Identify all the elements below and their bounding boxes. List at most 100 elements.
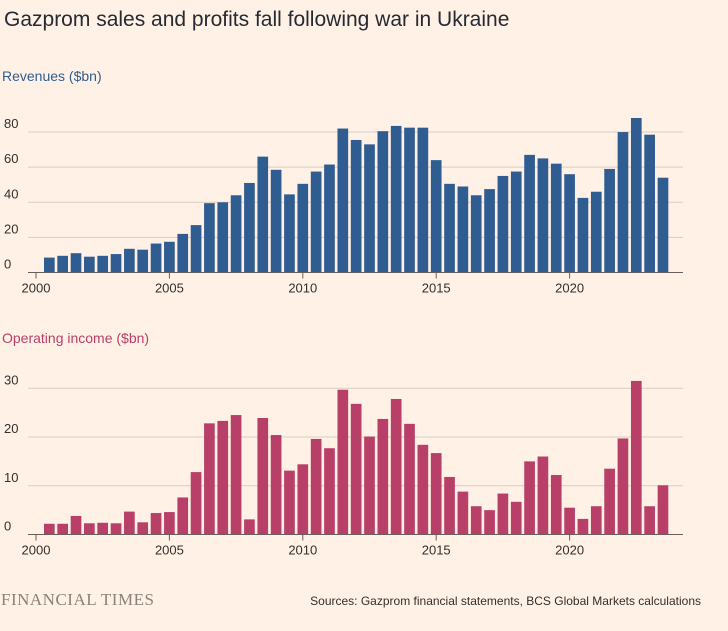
operating-income-bar bbox=[297, 464, 309, 535]
revenues-x-tick-label: 2015 bbox=[422, 281, 451, 296]
operating-income-bar bbox=[644, 506, 655, 535]
revenues-bar bbox=[97, 255, 109, 273]
operating-income-bar bbox=[84, 523, 95, 535]
operating-income-chart: 0 10 20 30 2000 2005 2010 2015 2020 bbox=[4, 372, 683, 558]
revenues-bar bbox=[124, 248, 135, 273]
revenues-bar bbox=[617, 132, 629, 273]
revenues-bar bbox=[324, 164, 335, 273]
revenues-bar bbox=[137, 249, 149, 273]
revenues-bar bbox=[630, 118, 642, 273]
revenues-bar bbox=[577, 197, 589, 273]
operating-income-bar bbox=[324, 448, 335, 535]
revenues-bar bbox=[657, 177, 669, 273]
operating-income-bar bbox=[270, 435, 282, 535]
operating-income-bar bbox=[404, 423, 415, 535]
operating-income-bar bbox=[497, 493, 509, 535]
source-note: Sources: Gazprom financial statements, B… bbox=[310, 594, 701, 608]
revenues-bar bbox=[590, 191, 602, 273]
revenues-bar bbox=[70, 253, 82, 273]
revenues-y-tick-label: 60 bbox=[4, 151, 18, 166]
revenues-bar bbox=[364, 144, 375, 273]
operating-income-bar bbox=[257, 417, 269, 535]
operating-income-bar bbox=[417, 444, 429, 535]
operating-income-bar bbox=[190, 472, 202, 535]
operating-income-bar bbox=[230, 415, 242, 535]
revenues-bar bbox=[297, 183, 309, 273]
operating-income-bar bbox=[564, 507, 575, 535]
operating-income-x-tick-label: 2010 bbox=[288, 543, 317, 558]
operating-income-bar bbox=[164, 512, 175, 535]
revenues-x-tick-label: 2010 bbox=[288, 281, 317, 296]
operating-income-bar bbox=[390, 398, 402, 535]
operating-income-bar bbox=[57, 523, 69, 535]
revenues-bar bbox=[537, 158, 549, 273]
operating-income-bar bbox=[337, 389, 349, 535]
revenues-bar bbox=[57, 255, 69, 273]
operating-income-bar bbox=[524, 461, 535, 535]
revenues-x-tick-label: 2020 bbox=[555, 281, 584, 296]
revenues-bar bbox=[110, 254, 122, 273]
revenues-bar bbox=[204, 203, 215, 273]
operating-income-bar bbox=[457, 491, 469, 535]
revenues-chart-title: Revenues ($bn) bbox=[2, 68, 102, 84]
revenues-x-tick-label: 2005 bbox=[155, 281, 184, 296]
financial-times-logo: FINANCIAL TIMES bbox=[1, 590, 155, 609]
operating-income-bar bbox=[150, 513, 162, 535]
revenues-bar bbox=[404, 127, 415, 273]
revenues-bar bbox=[337, 128, 349, 273]
operating-income-bar bbox=[657, 485, 669, 535]
operating-income-bar bbox=[97, 522, 109, 535]
operating-income-bar bbox=[70, 515, 82, 535]
revenues-bar bbox=[84, 256, 95, 273]
operating-income-bar bbox=[217, 420, 229, 535]
operating-income-bar bbox=[364, 436, 375, 535]
revenues-bar bbox=[444, 183, 455, 273]
revenues-bar bbox=[510, 171, 522, 273]
revenues-bar bbox=[257, 156, 269, 273]
revenues-bar bbox=[44, 257, 55, 273]
revenues-bar bbox=[484, 189, 495, 273]
operating-income-bar bbox=[617, 438, 629, 535]
revenues-bar bbox=[244, 182, 255, 273]
operating-income-y-tick-label: 30 bbox=[4, 372, 18, 387]
operating-income-bar bbox=[377, 418, 389, 535]
operating-income-bar bbox=[284, 470, 295, 535]
operating-income-bar bbox=[44, 523, 55, 535]
operating-income-bar bbox=[444, 476, 455, 535]
operating-income-bar bbox=[124, 511, 135, 535]
revenues-bar bbox=[310, 171, 322, 273]
revenues-bar bbox=[230, 195, 242, 273]
operating-income-chart-title: Operating income ($bn) bbox=[2, 330, 150, 346]
operating-income-bar bbox=[137, 522, 149, 535]
revenues-bar bbox=[164, 241, 175, 273]
revenues-bar bbox=[524, 154, 535, 273]
revenues-bar bbox=[284, 194, 295, 273]
operating-income-bar bbox=[604, 468, 615, 535]
operating-income-y-tick-label: 20 bbox=[4, 421, 18, 436]
operating-income-y-tick-label: 0 bbox=[4, 519, 11, 534]
revenues-bar bbox=[564, 174, 575, 273]
revenues-bar bbox=[177, 233, 189, 273]
revenues-bar bbox=[644, 134, 655, 273]
operating-income-bar bbox=[350, 403, 362, 535]
page-title: Gazprom sales and profits fall following… bbox=[4, 8, 510, 31]
operating-income-bar bbox=[470, 506, 482, 535]
operating-income-x-tick-label: 2005 bbox=[155, 543, 184, 558]
revenues-bar bbox=[190, 225, 202, 273]
revenues-bar bbox=[550, 163, 562, 273]
operating-income-bar bbox=[630, 380, 642, 535]
operating-income-x-tick-label: 2020 bbox=[555, 543, 584, 558]
revenues-y-tick-label: 40 bbox=[4, 186, 18, 201]
revenues-bar bbox=[270, 169, 282, 273]
operating-income-y-tick-label: 10 bbox=[4, 470, 18, 485]
revenues-bar bbox=[497, 175, 509, 273]
revenues-bar bbox=[430, 160, 442, 273]
revenues-y-tick-label: 0 bbox=[4, 257, 11, 272]
revenues-bar bbox=[470, 195, 482, 273]
operating-income-bar bbox=[110, 523, 122, 535]
operating-income-bar bbox=[484, 510, 495, 535]
operating-income-x-tick-label: 2000 bbox=[22, 543, 51, 558]
revenues-y-tick-label: 20 bbox=[4, 221, 18, 236]
revenues-bar bbox=[350, 139, 362, 273]
operating-income-bar bbox=[244, 519, 255, 535]
